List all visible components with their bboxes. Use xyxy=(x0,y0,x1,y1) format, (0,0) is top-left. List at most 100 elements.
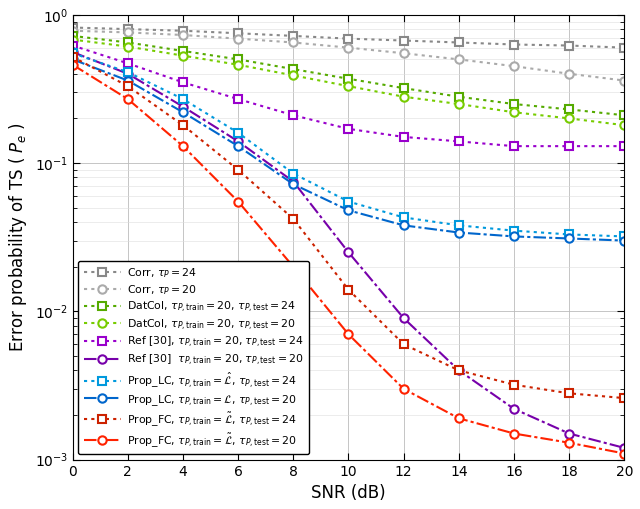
Ref [30], $\tau_{P,\mathrm{train}} = 20$, $\tau_{P,\mathrm{test}} = 24$ xyxy=(234,96,242,102)
DatCol, $\tau_{P,\mathrm{train}} = 20$, $\tau_{P,\mathrm{test}} = 20$ xyxy=(565,116,573,122)
Prop_LC, $\tau_{P,\mathrm{train}} = \mathcal{L}$, $\tau_{P,\mathrm{test}} = 20$ xyxy=(510,233,518,239)
Prop_LC, $\tau_{P,\mathrm{train}} = \mathcal{L}$, $\tau_{P,\mathrm{test}} = 20$ xyxy=(620,238,628,244)
DatCol, $\tau_{P,\mathrm{train}} = 20$, $\tau_{P,\mathrm{test}} = 20$ xyxy=(400,94,408,100)
Prop_FC, $\tau_{P,\mathrm{train}} = \tilde{\mathcal{L}}$, $\tau_{P,\mathrm{test}} = 20$ xyxy=(289,264,297,270)
Line: Prop_LC, $\tau_{P,\mathrm{train}} = \hat{\mathcal{L}}$, $\tau_{P,\mathrm{test}} = 24$: Prop_LC, $\tau_{P,\mathrm{train}} = \hat… xyxy=(68,49,628,241)
Corr, $\tau_P = 20$ xyxy=(455,56,463,63)
DatCol, $\tau_{P,\mathrm{train}} = 20$, $\tau_{P,\mathrm{test}} = 24$ xyxy=(345,76,353,82)
Prop_LC, $\tau_{P,\mathrm{train}} = \hat{\mathcal{L}}$, $\tau_{P,\mathrm{test}} = 24$ xyxy=(620,233,628,239)
DatCol, $\tau_{P,\mathrm{train}} = 20$, $\tau_{P,\mathrm{test}} = 20$ xyxy=(345,83,353,89)
Prop_LC, $\tau_{P,\mathrm{train}} = \hat{\mathcal{L}}$, $\tau_{P,\mathrm{test}} = 24$ xyxy=(400,214,408,220)
DatCol, $\tau_{P,\mathrm{train}} = 20$, $\tau_{P,\mathrm{test}} = 24$ xyxy=(69,33,77,39)
Prop_FC, $\tau_{P,\mathrm{train}} = \tilde{\mathcal{L}}$, $\tau_{P,\mathrm{test}} = 20$ xyxy=(400,386,408,392)
DatCol, $\tau_{P,\mathrm{train}} = 20$, $\tau_{P,\mathrm{test}} = 24$ xyxy=(510,101,518,107)
Prop_LC, $\tau_{P,\mathrm{train}} = \mathcal{L}$, $\tau_{P,\mathrm{test}} = 20$ xyxy=(455,230,463,236)
DatCol, $\tau_{P,\mathrm{train}} = 20$, $\tau_{P,\mathrm{test}} = 20$ xyxy=(455,101,463,107)
Prop_LC, $\tau_{P,\mathrm{train}} = \mathcal{L}$, $\tau_{P,\mathrm{test}} = 20$ xyxy=(234,143,242,149)
Line: Corr, $\tau_P = 24$: Corr, $\tau_P = 24$ xyxy=(68,23,628,52)
Ref [30]  $\tau_{P,\mathrm{train}} = 20$, $\tau_{P,\mathrm{test}} = 20$ xyxy=(124,71,132,77)
Prop_FC, $\tau_{P,\mathrm{train}} = \tilde{\mathcal{L}}$, $\tau_{P,\mathrm{test}} = 24$ xyxy=(620,395,628,401)
Prop_FC, $\tau_{P,\mathrm{train}} = \tilde{\mathcal{L}}$, $\tau_{P,\mathrm{test}} = 24$ xyxy=(455,367,463,374)
Ref [30], $\tau_{P,\mathrm{train}} = 20$, $\tau_{P,\mathrm{test}} = 24$ xyxy=(179,79,187,86)
Prop_LC, $\tau_{P,\mathrm{train}} = \mathcal{L}$, $\tau_{P,\mathrm{test}} = 20$ xyxy=(400,222,408,229)
Prop_LC, $\tau_{P,\mathrm{train}} = \mathcal{L}$, $\tau_{P,\mathrm{test}} = 20$ xyxy=(289,181,297,187)
Line: DatCol, $\tau_{P,\mathrm{train}} = 20$, $\tau_{P,\mathrm{test}} = 24$: DatCol, $\tau_{P,\mathrm{train}} = 20$, … xyxy=(68,32,628,120)
DatCol, $\tau_{P,\mathrm{train}} = 20$, $\tau_{P,\mathrm{test}} = 20$ xyxy=(289,72,297,78)
Prop_LC, $\tau_{P,\mathrm{train}} = \hat{\mathcal{L}}$, $\tau_{P,\mathrm{test}} = 24$ xyxy=(124,69,132,75)
Line: Prop_LC, $\tau_{P,\mathrm{train}} = \mathcal{L}$, $\tau_{P,\mathrm{test}} = 20$: Prop_LC, $\tau_{P,\mathrm{train}} = \mat… xyxy=(68,55,628,245)
DatCol, $\tau_{P,\mathrm{train}} = 20$, $\tau_{P,\mathrm{test}} = 20$ xyxy=(69,37,77,43)
Line: DatCol, $\tau_{P,\mathrm{train}} = 20$, $\tau_{P,\mathrm{test}} = 20$: DatCol, $\tau_{P,\mathrm{train}} = 20$, … xyxy=(68,36,628,129)
Line: Corr, $\tau_P = 20$: Corr, $\tau_P = 20$ xyxy=(68,26,628,84)
DatCol, $\tau_{P,\mathrm{train}} = 20$, $\tau_{P,\mathrm{test}} = 24$ xyxy=(565,106,573,112)
DatCol, $\tau_{P,\mathrm{train}} = 20$, $\tau_{P,\mathrm{test}} = 24$ xyxy=(124,39,132,45)
Corr, $\tau_P = 20$ xyxy=(345,45,353,51)
Line: Prop_FC, $\tau_{P,\mathrm{train}} = \tilde{\mathcal{L}}$, $\tau_{P,\mathrm{test}} = 20$: Prop_FC, $\tau_{P,\mathrm{train}} = \til… xyxy=(68,61,628,458)
Corr, $\tau_P = 20$ xyxy=(289,39,297,45)
Ref [30], $\tau_{P,\mathrm{train}} = 20$, $\tau_{P,\mathrm{test}} = 24$ xyxy=(124,61,132,67)
Prop_LC, $\tau_{P,\mathrm{train}} = \hat{\mathcal{L}}$, $\tau_{P,\mathrm{test}} = 24$ xyxy=(289,171,297,177)
Prop_FC, $\tau_{P,\mathrm{train}} = \tilde{\mathcal{L}}$, $\tau_{P,\mathrm{test}} = 24$ xyxy=(234,167,242,173)
X-axis label: SNR (dB): SNR (dB) xyxy=(311,484,386,502)
Corr, $\tau_P = 24$ xyxy=(124,26,132,32)
Corr, $\tau_P = 20$ xyxy=(620,77,628,83)
Ref [30]  $\tau_{P,\mathrm{train}} = 20$, $\tau_{P,\mathrm{test}} = 20$ xyxy=(345,249,353,256)
Corr, $\tau_P = 20$ xyxy=(510,63,518,69)
Line: Prop_FC, $\tau_{P,\mathrm{train}} = \tilde{\mathcal{L}}$, $\tau_{P,\mathrm{test}} = 24$: Prop_FC, $\tau_{P,\mathrm{train}} = \til… xyxy=(68,53,628,402)
Ref [30]  $\tau_{P,\mathrm{train}} = 20$, $\tau_{P,\mathrm{test}} = 20$ xyxy=(179,104,187,110)
DatCol, $\tau_{P,\mathrm{train}} = 20$, $\tau_{P,\mathrm{test}} = 20$ xyxy=(620,122,628,128)
Prop_LC, $\tau_{P,\mathrm{train}} = \hat{\mathcal{L}}$, $\tau_{P,\mathrm{test}} = 24$ xyxy=(179,96,187,102)
DatCol, $\tau_{P,\mathrm{train}} = 20$, $\tau_{P,\mathrm{test}} = 20$ xyxy=(124,44,132,50)
Prop_LC, $\tau_{P,\mathrm{train}} = \hat{\mathcal{L}}$, $\tau_{P,\mathrm{test}} = 24$ xyxy=(510,228,518,234)
DatCol, $\tau_{P,\mathrm{train}} = 20$, $\tau_{P,\mathrm{test}} = 24$ xyxy=(400,85,408,91)
Ref [30], $\tau_{P,\mathrm{train}} = 20$, $\tau_{P,\mathrm{test}} = 24$ xyxy=(510,143,518,149)
Prop_FC, $\tau_{P,\mathrm{train}} = \tilde{\mathcal{L}}$, $\tau_{P,\mathrm{test}} = 24$ xyxy=(179,122,187,128)
Corr, $\tau_P = 24$ xyxy=(69,24,77,31)
Line: Ref [30], $\tau_{P,\mathrm{train}} = 20$, $\tau_{P,\mathrm{test}} = 24$: Ref [30], $\tau_{P,\mathrm{train}} = 20$… xyxy=(68,41,628,150)
Prop_LC, $\tau_{P,\mathrm{train}} = \mathcal{L}$, $\tau_{P,\mathrm{test}} = 20$ xyxy=(179,109,187,116)
Prop_FC, $\tau_{P,\mathrm{train}} = \tilde{\mathcal{L}}$, $\tau_{P,\mathrm{test}} = 24$ xyxy=(124,83,132,89)
DatCol, $\tau_{P,\mathrm{train}} = 20$, $\tau_{P,\mathrm{test}} = 24$ xyxy=(179,48,187,54)
Corr, $\tau_P = 24$ xyxy=(234,30,242,36)
Corr, $\tau_P = 20$ xyxy=(234,36,242,42)
DatCol, $\tau_{P,\mathrm{train}} = 20$, $\tau_{P,\mathrm{test}} = 24$ xyxy=(289,66,297,72)
Prop_LC, $\tau_{P,\mathrm{train}} = \mathcal{L}$, $\tau_{P,\mathrm{test}} = 20$ xyxy=(565,236,573,242)
Prop_FC, $\tau_{P,\mathrm{train}} = \tilde{\mathcal{L}}$, $\tau_{P,\mathrm{test}} = 24$ xyxy=(565,390,573,397)
Prop_FC, $\tau_{P,\mathrm{train}} = \tilde{\mathcal{L}}$, $\tau_{P,\mathrm{test}} = 24$ xyxy=(345,287,353,293)
Y-axis label: Error probability of TS ( $P_e$ ): Error probability of TS ( $P_e$ ) xyxy=(7,122,29,352)
Line: Ref [30]  $\tau_{P,\mathrm{train}} = 20$, $\tau_{P,\mathrm{test}} = 20$: Ref [30] $\tau_{P,\mathrm{train}} = 20$,… xyxy=(68,48,628,452)
Corr, $\tau_P = 24$ xyxy=(510,41,518,47)
Prop_FC, $\tau_{P,\mathrm{train}} = \tilde{\mathcal{L}}$, $\tau_{P,\mathrm{test}} = 20$ xyxy=(455,415,463,421)
Prop_FC, $\tau_{P,\mathrm{train}} = \tilde{\mathcal{L}}$, $\tau_{P,\mathrm{test}} = 24$ xyxy=(69,54,77,60)
Ref [30], $\tau_{P,\mathrm{train}} = 20$, $\tau_{P,\mathrm{test}} = 24$ xyxy=(400,134,408,140)
Ref [30]  $\tau_{P,\mathrm{train}} = 20$, $\tau_{P,\mathrm{test}} = 20$ xyxy=(289,179,297,185)
DatCol, $\tau_{P,\mathrm{train}} = 20$, $\tau_{P,\mathrm{test}} = 24$ xyxy=(234,56,242,63)
Prop_LC, $\tau_{P,\mathrm{train}} = \mathcal{L}$, $\tau_{P,\mathrm{test}} = 20$ xyxy=(69,56,77,63)
Prop_FC, $\tau_{P,\mathrm{train}} = \tilde{\mathcal{L}}$, $\tau_{P,\mathrm{test}} = 20$ xyxy=(124,96,132,102)
Legend: Corr, $\tau_P = 24$, Corr, $\tau_P = 20$, DatCol, $\tau_{P,\mathrm{train}} = 20$: Corr, $\tau_P = 24$, Corr, $\tau_P = 20$… xyxy=(78,261,308,454)
Corr, $\tau_P = 20$ xyxy=(400,50,408,56)
DatCol, $\tau_{P,\mathrm{train}} = 20$, $\tau_{P,\mathrm{test}} = 20$ xyxy=(179,52,187,59)
Ref [30]  $\tau_{P,\mathrm{train}} = 20$, $\tau_{P,\mathrm{test}} = 20$ xyxy=(455,367,463,374)
Prop_FC, $\tau_{P,\mathrm{train}} = \tilde{\mathcal{L}}$, $\tau_{P,\mathrm{test}} = 24$ xyxy=(400,341,408,347)
Corr, $\tau_P = 20$ xyxy=(69,27,77,34)
Ref [30], $\tau_{P,\mathrm{train}} = 20$, $\tau_{P,\mathrm{test}} = 24$ xyxy=(345,126,353,132)
Prop_FC, $\tau_{P,\mathrm{train}} = \tilde{\mathcal{L}}$, $\tau_{P,\mathrm{test}} = 20$ xyxy=(565,440,573,446)
Ref [30], $\tau_{P,\mathrm{train}} = 20$, $\tau_{P,\mathrm{test}} = 24$ xyxy=(69,42,77,48)
Prop_LC, $\tau_{P,\mathrm{train}} = \hat{\mathcal{L}}$, $\tau_{P,\mathrm{test}} = 24$ xyxy=(345,199,353,205)
DatCol, $\tau_{P,\mathrm{train}} = 20$, $\tau_{P,\mathrm{test}} = 24$ xyxy=(455,94,463,100)
Ref [30]  $\tau_{P,\mathrm{train}} = 20$, $\tau_{P,\mathrm{test}} = 20$ xyxy=(69,49,77,55)
Corr, $\tau_P = 20$ xyxy=(565,71,573,77)
Ref [30]  $\tau_{P,\mathrm{train}} = 20$, $\tau_{P,\mathrm{test}} = 20$ xyxy=(510,406,518,412)
Prop_LC, $\tau_{P,\mathrm{train}} = \hat{\mathcal{L}}$, $\tau_{P,\mathrm{test}} = 24$ xyxy=(565,232,573,238)
Prop_FC, $\tau_{P,\mathrm{train}} = \tilde{\mathcal{L}}$, $\tau_{P,\mathrm{test}} = 24$ xyxy=(289,216,297,222)
Corr, $\tau_P = 24$ xyxy=(289,33,297,39)
Ref [30]  $\tau_{P,\mathrm{train}} = 20$, $\tau_{P,\mathrm{test}} = 20$ xyxy=(620,445,628,451)
Prop_LC, $\tau_{P,\mathrm{train}} = \hat{\mathcal{L}}$, $\tau_{P,\mathrm{test}} = 24$ xyxy=(69,50,77,56)
Prop_FC, $\tau_{P,\mathrm{train}} = \tilde{\mathcal{L}}$, $\tau_{P,\mathrm{test}} = 20$ xyxy=(179,143,187,149)
Prop_LC, $\tau_{P,\mathrm{train}} = \hat{\mathcal{L}}$, $\tau_{P,\mathrm{test}} = 24$ xyxy=(455,222,463,229)
Prop_FC, $\tau_{P,\mathrm{train}} = \tilde{\mathcal{L}}$, $\tau_{P,\mathrm{test}} = 24$ xyxy=(510,382,518,388)
Prop_FC, $\tau_{P,\mathrm{train}} = \tilde{\mathcal{L}}$, $\tau_{P,\mathrm{test}} = 20$ xyxy=(345,331,353,337)
Corr, $\tau_P = 20$ xyxy=(179,32,187,38)
Ref [30]  $\tau_{P,\mathrm{train}} = 20$, $\tau_{P,\mathrm{test}} = 20$ xyxy=(400,315,408,321)
